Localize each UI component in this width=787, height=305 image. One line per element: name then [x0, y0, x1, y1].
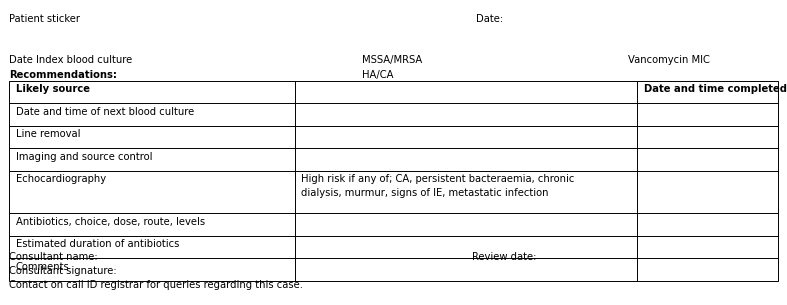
Text: Imaging and source control: Imaging and source control — [16, 152, 152, 162]
Text: Likely source: Likely source — [16, 84, 90, 95]
Bar — [9, 81, 778, 281]
Text: Date Index blood culture: Date Index blood culture — [9, 55, 133, 65]
Text: Contact on call ID registrar for queries regarding this case.: Contact on call ID registrar for queries… — [9, 280, 304, 290]
Text: Patient sticker: Patient sticker — [9, 14, 80, 24]
Text: Date:: Date: — [476, 14, 503, 24]
Text: HA/CA: HA/CA — [362, 70, 394, 80]
Text: Antibiotics, choice, dose, route, levels: Antibiotics, choice, dose, route, levels — [16, 217, 205, 227]
Text: Line removal: Line removal — [16, 129, 80, 139]
Text: Echocardiography: Echocardiography — [16, 174, 106, 184]
Text: Consultant name:: Consultant name: — [9, 252, 98, 262]
Text: Review date:: Review date: — [472, 252, 537, 262]
Text: Consultant signature:: Consultant signature: — [9, 266, 117, 276]
Text: Date and time of next blood culture: Date and time of next blood culture — [16, 107, 194, 117]
Text: Recommendations:: Recommendations: — [9, 70, 117, 80]
Text: MSSA/MRSA: MSSA/MRSA — [362, 55, 423, 65]
Text: Comments: Comments — [16, 262, 69, 272]
Text: High risk if any of; CA, persistent bacteraemia, chronic
dialysis, murmur, signs: High risk if any of; CA, persistent bact… — [301, 174, 575, 198]
Text: Vancomycin MIC: Vancomycin MIC — [628, 55, 710, 65]
Text: Estimated duration of antibiotics: Estimated duration of antibiotics — [16, 239, 179, 249]
Text: Date and time completed: Date and time completed — [644, 84, 787, 95]
